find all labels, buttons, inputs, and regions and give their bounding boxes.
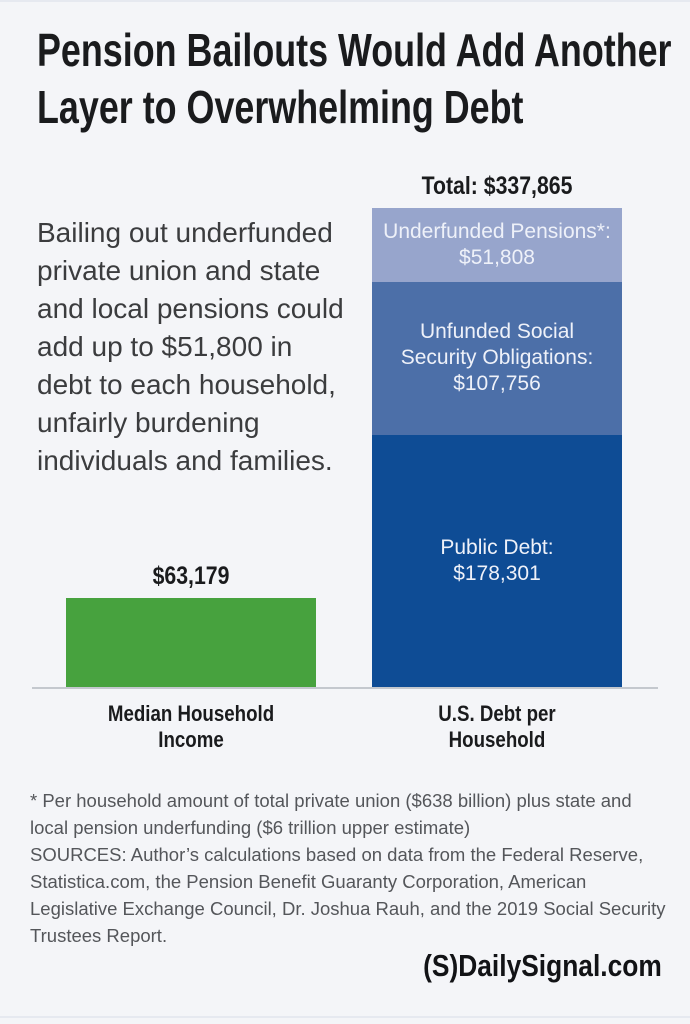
segment-public-debt: Public Debt: $178,301 (372, 434, 622, 688)
segment-label: Underfunded Pensions*: (383, 219, 611, 243)
segment-underfunded-pensions: Underfunded Pensions*: $51,808 (372, 208, 622, 282)
top-edge-line (0, 0, 690, 2)
bottom-edge-line (0, 1016, 690, 1018)
segment-value: $178,301 (453, 562, 541, 586)
income-value-label: $63,179 (152, 562, 230, 590)
intro-paragraph: Bailing out underfunded private union an… (37, 214, 344, 480)
page-title-line1: Pension Bailouts Would Add Another (37, 24, 672, 76)
segment-value: $107,756 (453, 372, 541, 396)
intro-line: unfairly burdening (37, 407, 260, 438)
intro-line: individuals and families. (37, 445, 333, 476)
axis-label-median-household-income: Median Household Income (85, 701, 298, 753)
intro-line: and local pensions could (37, 293, 344, 324)
axis-label-us-debt-per-household: U.S. Debt per Household (391, 701, 604, 753)
sources-line: SOURCES: Author’s calculations based on … (30, 844, 644, 865)
page-title: Pension Bailouts Would Add Another Layer… (37, 22, 672, 136)
sources-line: Trustees Report. (30, 925, 168, 946)
dailysignal-logo: (S)DailySignal.com (423, 948, 662, 983)
axis-label-line: Income (158, 727, 224, 752)
sources-line: Statistica.com, the Pension Benefit Guar… (30, 871, 587, 892)
segment-label: Public Debt: (440, 536, 554, 560)
intro-line: add up to $51,800 in (37, 331, 293, 362)
intro-line: private union and state (37, 255, 321, 286)
page-title-line2: Layer to Overwhelming Debt (37, 81, 524, 133)
intro-line: debt to each household, (37, 369, 336, 400)
footnote-and-sources: * Per household amount of total private … (30, 787, 666, 949)
axis-label-line: U.S. Debt per (438, 701, 556, 726)
segment-label: Security Obligations: (400, 346, 594, 370)
footnote-line: local pension underfunding ($6 trillion … (30, 817, 471, 838)
bar-median-household-income (66, 598, 316, 688)
footnote-line: * Per household amount of total private … (30, 790, 632, 811)
segment-unfunded-social-security: Unfunded Social Security Obligations: $1… (372, 281, 622, 435)
segment-value: $51,808 (459, 245, 535, 269)
intro-line: Bailing out underfunded (37, 217, 333, 248)
debt-total-label: Total: $337,865 (421, 172, 573, 200)
segment-label: Unfunded Social (419, 320, 575, 344)
axis-label-line: Household (448, 727, 546, 752)
x-axis-line (32, 687, 658, 689)
axis-label-line: Median Household (107, 701, 275, 726)
sources-line: Legislative Exchange Council, Dr. Joshua… (30, 898, 666, 919)
bar-us-debt-per-household: Underfunded Pensions*: $51,808 Unfunded … (372, 208, 622, 688)
